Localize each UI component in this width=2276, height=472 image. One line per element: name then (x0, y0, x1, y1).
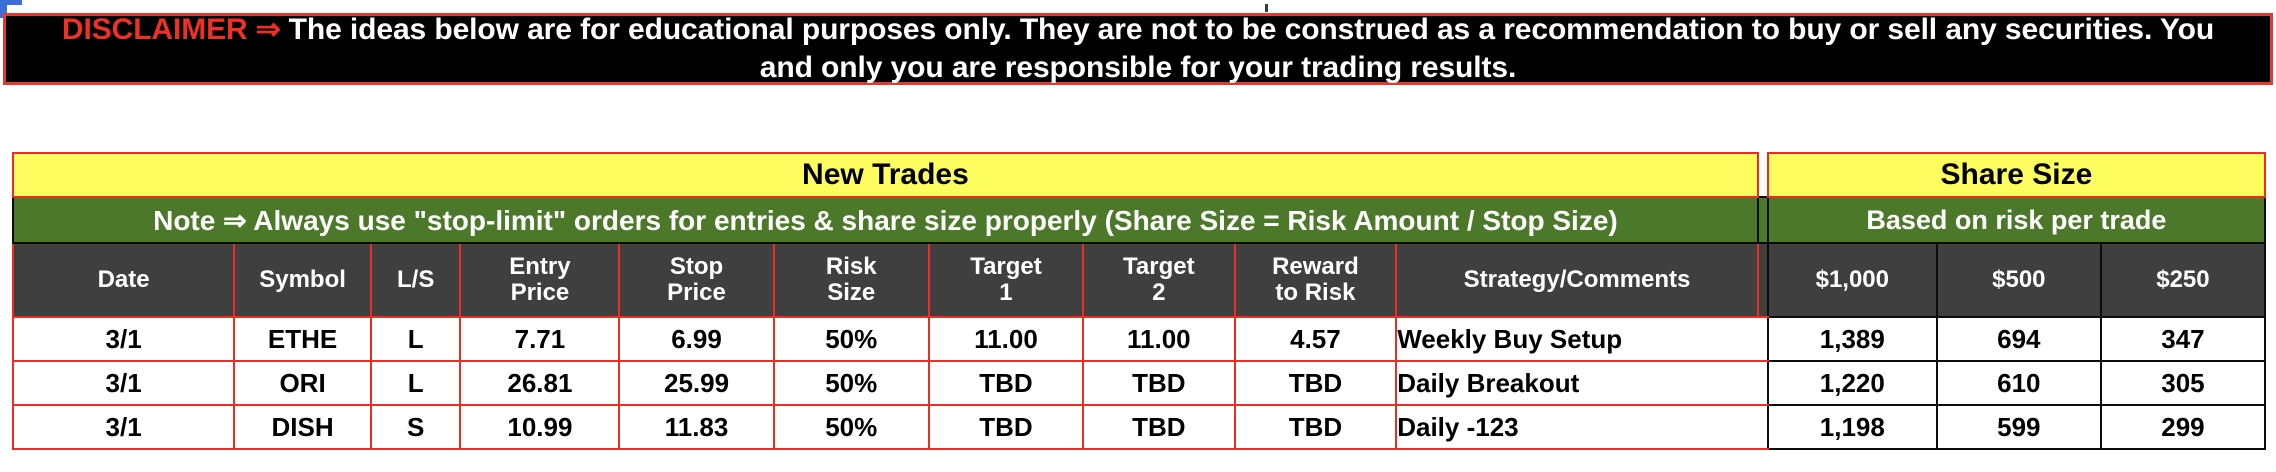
column-header-ls: L/S (369, 242, 462, 318)
table-row[interactable]: 3/1 ORI L 26.81 25.99 50% TBD TBD TBD Da… (11, 360, 2267, 406)
header-line-1: Strategy/Comments (1463, 266, 1691, 294)
header-row-gap (1757, 242, 1768, 318)
header-line-2: Size (827, 279, 876, 306)
column-header-entry-price: Entry Price (459, 242, 621, 318)
share-size-note: Based on risk per trade (1766, 196, 2267, 244)
cell-ls[interactable]: L (369, 360, 462, 406)
header-line-2: Price (510, 279, 570, 306)
cell-symbol[interactable]: ORI (233, 360, 372, 406)
table-header-row: Date Symbol L/S Entry Price Stop Price R… (11, 242, 2267, 318)
cell-entry-price[interactable]: 7.71 (459, 316, 621, 362)
new-trades-title: New Trades (12, 152, 1759, 198)
cell-date[interactable]: 3/1 (11, 404, 236, 450)
column-header-strategy-comments: Strategy/Comments (1395, 242, 1759, 318)
column-header-share-1000: $1,000 (1766, 242, 1938, 318)
header-line-1: Risk (825, 253, 877, 281)
cell-reward-to-risk[interactable]: TBD (1233, 404, 1398, 450)
cell-risk-size[interactable]: 50% (772, 316, 930, 362)
cell-stop-price[interactable]: 25.99 (618, 360, 775, 406)
header-line-1: Stop (669, 253, 724, 281)
share-size-title: Share Size (1766, 152, 2267, 198)
cell-date[interactable]: 3/1 (11, 316, 236, 362)
header-line-1: Target (970, 253, 1042, 281)
cell-share-1000[interactable]: 1,198 (1766, 404, 1938, 450)
data-row-gap (1757, 360, 1768, 406)
cell-strategy[interactable]: Daily Breakout (1395, 360, 1759, 406)
column-header-date: Date (11, 242, 236, 318)
cell-share-250[interactable]: 347 (2099, 316, 2267, 362)
header-line-2: to Risk (1275, 279, 1356, 306)
cell-target-1[interactable]: TBD (927, 360, 1085, 406)
cell-target-2[interactable]: TBD (1082, 404, 1236, 450)
cell-share-500[interactable]: 599 (1935, 404, 2102, 450)
cell-ls[interactable]: L (369, 316, 462, 362)
table-title-row: New Trades Share Size (12, 152, 2267, 198)
cell-reward-to-risk[interactable]: TBD (1233, 360, 1398, 406)
cell-strategy[interactable]: Weekly Buy Setup (1395, 316, 1759, 362)
cell-share-1000[interactable]: 1,220 (1766, 360, 1938, 406)
column-header-risk-size: Risk Size (772, 242, 930, 318)
header-line-1: Target (1123, 253, 1195, 281)
header-line-1: Reward (1272, 253, 1359, 281)
column-header-share-500: $500 (1935, 242, 2102, 318)
header-line-2: 2 (1152, 279, 1166, 306)
cell-share-250[interactable]: 299 (2099, 404, 2267, 450)
header-line-2: 1 (999, 279, 1013, 306)
cell-strategy[interactable]: Daily -123 (1395, 404, 1759, 450)
disclaimer-label: DISCLAIMER (61, 12, 248, 46)
data-row-gap (1757, 316, 1768, 362)
column-header-target-1: Target 1 (927, 242, 1085, 318)
cell-share-500[interactable]: 694 (1935, 316, 2102, 362)
header-line-1: Date (97, 266, 150, 294)
data-row-gap (1757, 404, 1768, 450)
column-header-reward-to-risk: Reward to Risk (1233, 242, 1398, 318)
cell-risk-size[interactable]: 50% (772, 360, 930, 406)
header-line-1: L/S (396, 266, 435, 294)
sheet-selection-corner-marker (0, 0, 22, 18)
header-line-1: Entry (509, 253, 571, 281)
cell-ls[interactable]: S (369, 404, 462, 450)
cell-risk-size[interactable]: 50% (772, 404, 930, 450)
new-trades-table: New Trades Share Size Note ⇒ Always use … (11, 152, 2267, 450)
cell-date[interactable]: 3/1 (11, 360, 236, 406)
column-header-share-250: $250 (2099, 242, 2267, 318)
cell-entry-price[interactable]: 10.99 (459, 404, 621, 450)
column-header-stop-price: Stop Price (618, 242, 775, 318)
cell-target-1[interactable]: TBD (927, 404, 1085, 450)
cell-target-2[interactable]: 11.00 (1082, 316, 1236, 362)
cell-stop-price[interactable]: 6.99 (618, 316, 775, 362)
header-line-2: Price (667, 279, 726, 306)
disclaimer-banner: DISCLAIMER ⇒ The ideas below are for educa… (3, 13, 2273, 85)
cell-target-1[interactable]: 11.00 (927, 316, 1085, 362)
cell-reward-to-risk[interactable]: 4.57 (1233, 316, 1398, 362)
cell-symbol[interactable]: DISH (233, 404, 372, 450)
disclaimer-text: DISCLAIMER ⇒ The ideas below are for educa… (36, 11, 2240, 88)
column-header-symbol: Symbol (233, 242, 372, 318)
header-line-1: Symbol (259, 266, 346, 294)
cell-share-500[interactable]: 610 (1935, 360, 2102, 406)
cell-stop-price[interactable]: 11.83 (618, 404, 775, 450)
cell-share-1000[interactable]: 1,389 (1766, 316, 1938, 362)
table-row[interactable]: 3/1 DISH S 10.99 11.83 50% TBD TBD TBD D… (11, 404, 2267, 450)
cell-target-2[interactable]: TBD (1082, 360, 1236, 406)
column-header-target-2: Target 2 (1082, 242, 1236, 318)
table-note-row: Note ⇒ Always use "stop-limit" orders fo… (12, 196, 2267, 244)
title-row-gap (1757, 153, 1768, 197)
disclaimer-body: The ideas below are for educational purp… (288, 12, 2215, 84)
note-row-gap (1757, 196, 1768, 244)
cell-symbol[interactable]: ETHE (233, 316, 372, 362)
cell-artifact-dot (1265, 4, 1268, 12)
cell-share-250[interactable]: 305 (2099, 360, 2267, 406)
disclaimer-arrow-icon: ⇒ (255, 12, 281, 46)
table-row[interactable]: 3/1 ETHE L 7.71 6.99 50% 11.00 11.00 4.5… (11, 316, 2267, 362)
note-text: Note ⇒ Always use "stop-limit" orders fo… (12, 196, 1759, 244)
cell-entry-price[interactable]: 26.81 (459, 360, 621, 406)
